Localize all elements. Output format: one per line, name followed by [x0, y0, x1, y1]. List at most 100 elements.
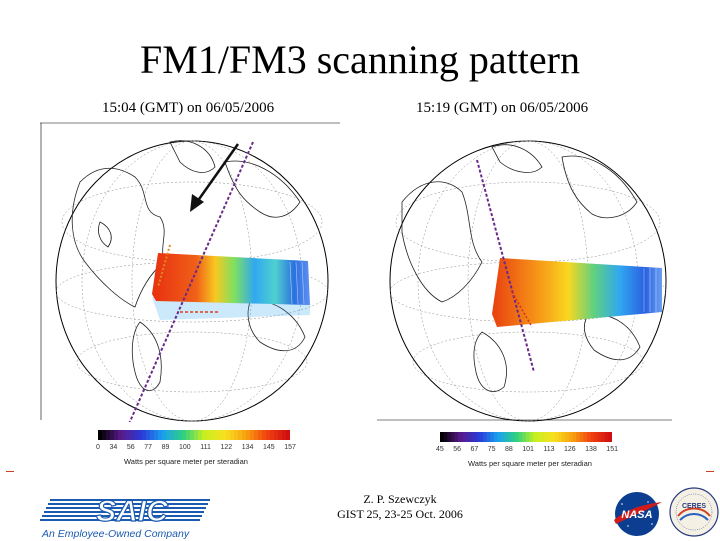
ground-track: [128, 141, 254, 422]
right-panel-timestamp: 15:19 (GMT) on 06/05/2006: [416, 100, 589, 116]
colorbar-swatch: [218, 430, 223, 440]
colorbar-tick: 151: [606, 446, 618, 453]
colorbar-swatch: [440, 432, 445, 442]
colorbar-swatch: [134, 430, 139, 440]
swath-scanlines: [643, 268, 657, 312]
colorbar-tick: 75: [487, 446, 496, 453]
colorbar-swatch: [543, 432, 549, 442]
colorbar-swatch: [558, 432, 563, 442]
colorbar-tick: 138: [585, 446, 597, 453]
colorbar-swatch: [511, 432, 516, 442]
left-colorbar-ticks: 0 34 56 77 89 100 111 122 134 145 157: [96, 444, 296, 451]
colorbar-swatch: [601, 432, 606, 442]
swath-scanlines: [289, 261, 305, 305]
colorbar-swatch: [274, 430, 279, 440]
colorbar-swatch: [206, 430, 211, 440]
colorbar-swatch: [242, 430, 247, 440]
colorbar-swatch: [583, 432, 588, 442]
colorbar-swatch: [202, 430, 207, 440]
author-credit: Z. P. Szewczyk GIST 25, 23-25 Oct. 2006: [300, 492, 500, 522]
colorbar-swatch: [594, 432, 599, 442]
colorbar-swatch: [475, 432, 481, 442]
colorbar-swatch: [238, 430, 243, 440]
colorbar-tick: 134: [241, 444, 254, 451]
colorbar-tick: 111: [200, 444, 211, 451]
colorbar-tick: 126: [564, 446, 576, 453]
colorbar-swatch: [138, 430, 143, 440]
left-colorbar-label: Watts per square meter per steradian: [124, 457, 248, 466]
colorbar-swatch: [461, 432, 466, 442]
left-colorbar: [98, 430, 290, 440]
colorbar-tick: 101: [522, 446, 534, 453]
colorbar-swatch: [450, 432, 455, 442]
right-colorbar: [440, 432, 612, 442]
colorbar-swatch: [130, 430, 135, 440]
colorbar-swatch: [258, 430, 263, 440]
colorbar-swatch: [278, 430, 283, 440]
colorbar-tick: 88: [505, 446, 513, 453]
colorbar-swatch: [146, 430, 151, 440]
colorbar-swatch: [457, 432, 463, 442]
colorbar-swatch: [214, 430, 219, 440]
colorbar-tick: 145: [263, 444, 275, 451]
colorbar-swatch: [198, 430, 203, 440]
colorbar-swatch: [194, 430, 199, 440]
colorbar-tick: 157: [284, 444, 296, 451]
colorbar-swatch: [102, 430, 107, 440]
colorbar-swatch: [114, 430, 119, 440]
colorbar-tick: 34: [109, 444, 118, 451]
colorbar-swatch: [454, 432, 459, 442]
colorbar-swatch: [468, 432, 473, 442]
colorbar-tick: 45: [436, 446, 444, 453]
left-panel-timestamp: 15:04 (GMT) on 06/05/2006: [102, 100, 275, 116]
event-name: GIST 25, 23-25 Oct. 2006: [337, 507, 463, 521]
colorbar-tick: 56: [453, 446, 462, 453]
colorbar-swatch: [178, 430, 183, 440]
colorbar-swatch: [536, 432, 541, 442]
colorbar-swatch: [142, 430, 147, 440]
right-globe-svg: [377, 140, 672, 422]
right-colorbar-label: Watts per square meter per steradian: [468, 459, 592, 468]
colorbar-swatch: [110, 430, 115, 440]
colorbar-swatch: [529, 432, 534, 442]
colorbar-swatch: [604, 432, 610, 442]
nasa-logo: NASA: [614, 492, 662, 536]
colorbar-swatch: [447, 432, 452, 442]
colorbar-swatch: [286, 430, 290, 440]
colorbar-swatch: [490, 432, 495, 442]
colorbar-swatch: [98, 430, 103, 440]
colorbar-swatch: [122, 430, 127, 440]
colorbar-swatch: [504, 432, 509, 442]
colorbar-swatch: [500, 432, 506, 442]
colorbar-swatch: [250, 430, 255, 440]
colorbar-swatch: [479, 432, 484, 442]
track-red-segment: [511, 291, 533, 328]
colorbar-swatch: [266, 430, 271, 440]
colorbar-tick: 100: [178, 444, 191, 451]
colorbar-swatch: [483, 432, 488, 442]
colorbar-swatch: [222, 430, 227, 440]
colorbar-swatch: [518, 432, 524, 442]
colorbar-swatch: [158, 430, 163, 440]
left-globe-svg: [40, 122, 340, 422]
colorbar-swatch: [118, 430, 123, 440]
colorbar-swatch: [150, 430, 155, 440]
colorbar-swatch: [230, 430, 235, 440]
colorbar-swatch: [508, 432, 513, 442]
colorbar-swatch: [533, 432, 538, 442]
colorbar-tick: 89: [161, 444, 170, 451]
right-globe-map: [372, 122, 672, 422]
colorbar-swatch: [170, 430, 175, 440]
saic-logo: SAIC An Employee-Owned Company: [40, 494, 210, 540]
colorbar-swatch: [565, 432, 570, 442]
colorbar-swatch: [282, 430, 287, 440]
colorbar-swatch: [497, 432, 502, 442]
colorbar-swatch: [486, 432, 491, 442]
svg-text:CERES: CERES: [682, 503, 706, 510]
colorbar-swatch: [226, 430, 231, 440]
colorbar-tick: 67: [470, 446, 479, 453]
colorbar-swatch: [569, 432, 574, 442]
colorbar-swatch: [526, 432, 531, 442]
colorbar-swatch: [234, 430, 239, 440]
colorbar-swatch: [493, 432, 498, 442]
